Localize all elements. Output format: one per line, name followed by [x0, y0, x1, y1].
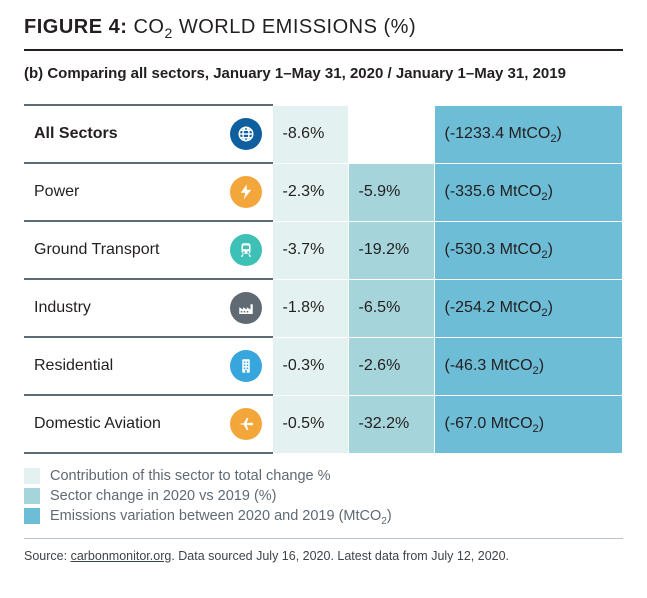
sector-name: Domestic Aviation	[24, 395, 224, 453]
emissions-variation-value: (-335.6 MtCO2)	[434, 163, 623, 221]
emissions-variation-value: (-46.3 MtCO2)	[434, 337, 623, 395]
contribution-value: -0.5%	[272, 395, 348, 453]
sector-change-value: -19.2%	[348, 221, 434, 279]
contribution-value: -0.3%	[272, 337, 348, 395]
sector-change-value: -6.5%	[348, 279, 434, 337]
figure-subtitle: (b) Comparing all sectors, January 1–May…	[24, 65, 623, 82]
divider	[24, 538, 623, 539]
contribution-value: -1.8%	[272, 279, 348, 337]
figure-title: FIGURE 4: CO2 WORLD EMISSIONS (%)	[24, 16, 623, 51]
sector-name: Power	[24, 163, 224, 221]
train-icon	[230, 234, 262, 266]
sector-icon-cell	[224, 221, 272, 279]
contribution-value: -2.3%	[272, 163, 348, 221]
globe-icon	[230, 118, 262, 150]
legend-item: Emissions variation between 2020 and 201…	[24, 508, 623, 524]
legend-label: Emissions variation between 2020 and 201…	[50, 508, 392, 524]
sector-name: All Sectors	[24, 105, 224, 163]
sector-change-value	[348, 105, 434, 163]
sector-icon-cell	[224, 105, 272, 163]
figure-label-prefix: FIGURE 4:	[24, 16, 127, 38]
building-icon	[230, 350, 262, 382]
plane-icon	[230, 408, 262, 440]
source-link: carbonmonitor.org	[71, 549, 172, 563]
legend-item: Sector change in 2020 vs 2019 (%)	[24, 488, 623, 504]
legend-label: Sector change in 2020 vs 2019 (%)	[50, 488, 277, 504]
source-prefix: Source:	[24, 549, 71, 563]
table-row: Industry -1.8%-6.5%(-254.2 MtCO2)	[24, 279, 623, 337]
sector-icon-cell	[224, 279, 272, 337]
emissions-variation-value: (-67.0 MtCO2)	[434, 395, 623, 453]
figure-label-sub: 2	[164, 25, 172, 41]
legend: Contribution of this sector to total cha…	[24, 468, 623, 524]
sector-name: Industry	[24, 279, 224, 337]
table-row: Residential -0.3%-2.6%(-46.3 MtCO2)	[24, 337, 623, 395]
emissions-variation-value: (-530.3 MtCO2)	[434, 221, 623, 279]
factory-icon	[230, 292, 262, 324]
legend-swatch	[24, 508, 40, 524]
table-row: All Sectors -8.6% (-1233.4 MtCO2)	[24, 105, 623, 163]
sector-icon-cell	[224, 163, 272, 221]
legend-label: Contribution of this sector to total cha…	[50, 468, 331, 484]
figure-label-co: CO	[133, 16, 164, 38]
table-row: Ground Transport -3.7%-19.2%(-530.3 MtCO2…	[24, 221, 623, 279]
sector-change-value: -32.2%	[348, 395, 434, 453]
bolt-icon	[230, 176, 262, 208]
sector-name: Ground Transport	[24, 221, 224, 279]
contribution-value: -8.6%	[272, 105, 348, 163]
source-suffix: . Data sourced July 16, 2020. Latest dat…	[171, 549, 509, 563]
legend-swatch	[24, 468, 40, 484]
sector-change-value: -2.6%	[348, 337, 434, 395]
emissions-variation-value: (-254.2 MtCO2)	[434, 279, 623, 337]
emissions-variation-value: (-1233.4 MtCO2)	[434, 105, 623, 163]
legend-swatch	[24, 488, 40, 504]
sector-icon-cell	[224, 395, 272, 453]
emissions-table: All Sectors -8.6% (-1233.4 MtCO2) Power -2.3…	[24, 104, 623, 454]
sector-change-value: -5.9%	[348, 163, 434, 221]
figure-label-rest: WORLD EMISSIONS (%)	[173, 16, 416, 38]
table-row: Domestic Aviation -0.5%-32.2%(-67.0 MtCO2…	[24, 395, 623, 453]
table-row: Power -2.3%-5.9%(-335.6 MtCO2)	[24, 163, 623, 221]
sector-icon-cell	[224, 337, 272, 395]
contribution-value: -3.7%	[272, 221, 348, 279]
source-line: Source: carbonmonitor.org. Data sourced …	[24, 549, 623, 563]
legend-item: Contribution of this sector to total cha…	[24, 468, 623, 484]
sector-name: Residential	[24, 337, 224, 395]
